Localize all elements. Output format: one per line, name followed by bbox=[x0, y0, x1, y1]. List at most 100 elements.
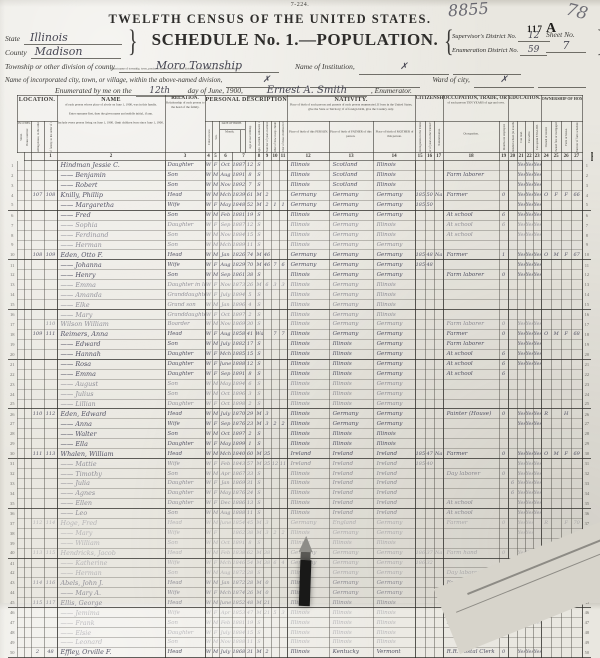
cell-birthplace: Illinois bbox=[286, 240, 330, 251]
cell-family bbox=[43, 617, 58, 629]
cell-farm-house: H bbox=[560, 408, 572, 420]
cell-naturalization bbox=[433, 438, 444, 450]
cell-can-read bbox=[516, 389, 526, 400]
cell-free-mortgaged bbox=[550, 518, 562, 529]
cell-sex: F bbox=[211, 279, 220, 291]
cell-speaks-english: Yes bbox=[532, 498, 542, 509]
cell-relation: Daughter bbox=[164, 349, 206, 360]
cell-months-unemployed: 0 bbox=[498, 269, 509, 281]
cell-line-number-right: 30 bbox=[582, 448, 592, 460]
column-number: 11 bbox=[278, 152, 288, 161]
cell-months-unemployed bbox=[498, 259, 509, 271]
cell-birth-year: 1873 bbox=[231, 279, 246, 291]
col-header-pob-father: Place of birth of FATHER of this person. bbox=[328, 120, 374, 153]
cell-street bbox=[16, 528, 25, 539]
column-number: 20 bbox=[507, 152, 518, 161]
cell-naturalization bbox=[433, 617, 444, 629]
cell-birth-month: Sep bbox=[218, 418, 233, 430]
cell-owned-rented bbox=[540, 160, 552, 171]
cell-owned-rented bbox=[540, 468, 552, 479]
cell-occupation: At school bbox=[442, 369, 500, 380]
cell-age: 26 bbox=[244, 279, 256, 291]
cell-can-read bbox=[516, 637, 526, 648]
cell-dwelling bbox=[30, 279, 45, 291]
cell-line-number-left: 33 bbox=[10, 480, 15, 486]
cell-sex: F bbox=[211, 498, 220, 509]
cell-months-unemployed bbox=[498, 498, 509, 509]
cell-color: W bbox=[204, 399, 213, 410]
cell-free-mortgaged bbox=[550, 180, 562, 191]
cell-occupation: Farm laborer bbox=[442, 269, 500, 281]
cell-age: 17 bbox=[244, 339, 256, 350]
cell-dwelling: 111 bbox=[30, 448, 45, 460]
cell-color: W bbox=[204, 359, 213, 370]
cell-farm-house bbox=[560, 289, 572, 301]
cell-naturalization bbox=[433, 329, 444, 340]
cell-immigration-year bbox=[414, 607, 426, 619]
cell-age: 41 bbox=[244, 329, 256, 340]
cell-free-mortgaged bbox=[550, 319, 562, 330]
cell-birthplace-mother: Illinois bbox=[372, 637, 416, 648]
cell-street bbox=[16, 230, 25, 241]
cell-occupation bbox=[442, 488, 500, 499]
cell-name: —— August bbox=[56, 379, 166, 390]
cell-line-number-left: 20 bbox=[8, 349, 17, 360]
cell-birth-month: Nov bbox=[218, 637, 233, 648]
cell-birth-year: 1888 bbox=[231, 508, 246, 519]
cell-speaks-english: Yes bbox=[532, 170, 542, 181]
cell-speaks-english bbox=[532, 528, 542, 539]
cell-immigration-year bbox=[414, 627, 426, 638]
cell-marital: S bbox=[254, 240, 264, 251]
cell-years-in-us bbox=[424, 587, 435, 599]
cell-birthplace-father: Illinois bbox=[328, 369, 374, 380]
cell-house-number bbox=[23, 577, 32, 589]
cell-family: 113 bbox=[43, 448, 58, 460]
cell-children-living bbox=[278, 299, 288, 311]
cell-occupation: Day laborer bbox=[442, 468, 500, 479]
cell-birth-month: Mch bbox=[218, 240, 233, 251]
cell-birthplace: Illinois bbox=[286, 627, 330, 638]
cell-sex: M bbox=[211, 567, 220, 579]
cell-years-in-us bbox=[424, 339, 435, 350]
cell-years-married: 6 bbox=[262, 279, 272, 291]
cell-can-write bbox=[524, 399, 534, 410]
farm-schedule-label: Number of farm schedule. bbox=[574, 121, 579, 153]
cell-birth-year: 1840 bbox=[231, 448, 246, 460]
cell-farm-schedule bbox=[570, 269, 583, 281]
cell-naturalization bbox=[433, 210, 444, 221]
cell-attended-school bbox=[507, 289, 518, 301]
cell-birthplace-father: Scotland bbox=[328, 160, 374, 171]
cell-months-unemployed bbox=[498, 458, 509, 470]
cell-marital: S bbox=[254, 438, 264, 450]
cell-name: —— Emma bbox=[56, 369, 166, 380]
cell-months-unemployed bbox=[498, 240, 509, 251]
cell-children-living bbox=[278, 567, 288, 579]
cell-birth-year: 1869 bbox=[231, 478, 246, 489]
cell-months-unemployed bbox=[498, 418, 509, 430]
cell-months-unemployed bbox=[498, 180, 509, 191]
cell-color: W bbox=[204, 349, 213, 360]
cell-birthplace-mother: Ireland bbox=[372, 498, 416, 509]
cell-can-write bbox=[524, 538, 534, 549]
cell-dwelling bbox=[30, 607, 45, 619]
cell-dwelling bbox=[30, 478, 45, 489]
cell-years-in-us: 50 bbox=[424, 190, 435, 201]
cell-relation: Head bbox=[164, 249, 206, 261]
cell-months-unemployed bbox=[498, 289, 509, 301]
cell-farm-house bbox=[560, 269, 572, 281]
handwritten-corner-number: 78 bbox=[563, 0, 590, 25]
cell-mother-of: 5 bbox=[270, 607, 280, 619]
cell-farm-schedule: 69 bbox=[570, 448, 583, 460]
cell-children-living: 3 bbox=[278, 607, 288, 619]
cell-sex: M bbox=[211, 379, 220, 390]
cell-birthplace-mother: Germany bbox=[372, 200, 416, 211]
cell-farm-schedule bbox=[570, 647, 583, 658]
cell-attended-school bbox=[507, 428, 518, 440]
cell-color: W bbox=[204, 627, 213, 638]
cell-can-read bbox=[516, 309, 526, 320]
cell-relation: Son bbox=[164, 637, 206, 648]
cell-name: Eden, Otto F. bbox=[56, 249, 166, 261]
cell-farm-schedule bbox=[570, 279, 583, 291]
cell-house-number bbox=[23, 269, 32, 281]
column-number: 13 bbox=[328, 152, 374, 161]
